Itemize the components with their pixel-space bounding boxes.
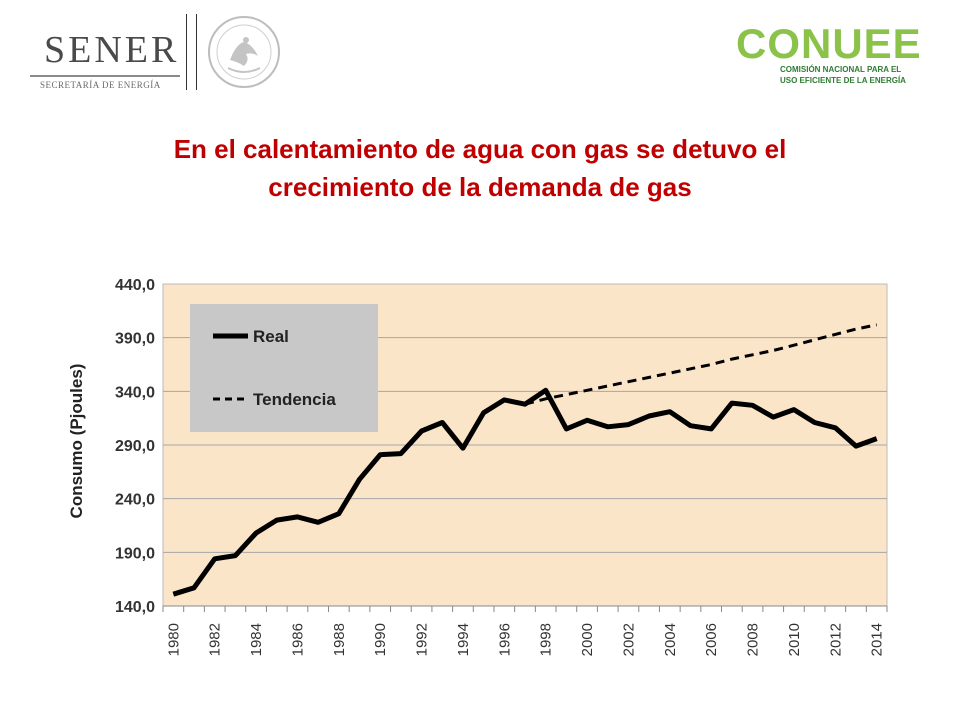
logo-divider: [186, 14, 187, 90]
x-tick-label: 2002: [620, 623, 637, 656]
mexico-seal-icon: [208, 16, 280, 88]
x-tick-label: 2012: [827, 623, 844, 656]
legend-label: Tendencia: [253, 390, 336, 409]
x-tick-label: 2014: [869, 623, 886, 656]
sener-logo-line: [30, 75, 180, 77]
title-line: En el calentamiento de agua con gas se d…: [173, 134, 787, 164]
x-tick-label: 1982: [207, 623, 224, 656]
sener-logo-text: SENER: [44, 29, 180, 71]
x-tick-label: 1992: [414, 623, 431, 656]
series-line-tendencia: [524, 323, 878, 406]
conuee-logo-subtitle: Comisión Nacional para el Uso Eficiente …: [780, 64, 930, 86]
x-tick-label: 1984: [248, 623, 265, 656]
slide-title: En el calentamiento de agua con gas se d…: [40, 130, 920, 206]
logo-divider: [196, 14, 197, 90]
x-tick-label: 2006: [703, 623, 720, 656]
y-tick-label: 390,0: [115, 331, 155, 348]
conuee-logo: CONUEE Comisión Nacional para el Uso Efi…: [736, 20, 936, 90]
sener-logo-subtitle: SECRETARÍA DE ENERGÍA: [40, 80, 161, 90]
y-axis-title: Consumo (Pjoules): [67, 364, 86, 519]
legend-box: [190, 304, 378, 432]
x-tick-label: 1980: [165, 623, 182, 656]
x-tick-label: 2008: [745, 623, 762, 656]
x-tick-label: 1986: [289, 623, 306, 656]
conuee-logo-text: CONUEE: [736, 20, 922, 67]
x-tick-label: 2000: [579, 623, 596, 656]
x-tick-label: 2010: [786, 623, 803, 656]
x-tick-label: 1998: [538, 623, 555, 656]
sener-logo: SENER SECRETARÍA DE ENERGÍA: [30, 20, 180, 90]
x-tick-label: 2004: [662, 623, 679, 656]
y-tick-label: 440,0: [115, 277, 155, 294]
x-tick-label: 1988: [331, 623, 348, 656]
x-tick-label: 1996: [496, 623, 513, 656]
header: SENER SECRETARÍA DE ENERGÍA CONUEE Comis…: [0, 0, 960, 110]
legend-label: Real: [253, 327, 289, 346]
x-tick-label: 1994: [455, 623, 472, 656]
y-tick-label: 140,0: [115, 599, 155, 616]
line-chart: 440,0 390,0 340,0 290,0 240,0 190,0 140,0 1980 1…: [67, 277, 888, 656]
y-tick-label: 240,0: [115, 492, 155, 509]
conuee-subtitle-line: Comisión Nacional para el: [780, 65, 902, 74]
x-tick-label: 1990: [372, 623, 389, 656]
series-line-real: [172, 387, 878, 597]
title-line: crecimiento de la demanda de gas: [268, 172, 692, 202]
y-tick-label: 290,0: [115, 438, 155, 455]
y-tick-label: 340,0: [115, 384, 155, 401]
conuee-subtitle-line: Uso Eficiente de la Energía: [780, 76, 906, 85]
y-tick-label: 190,0: [115, 545, 155, 562]
